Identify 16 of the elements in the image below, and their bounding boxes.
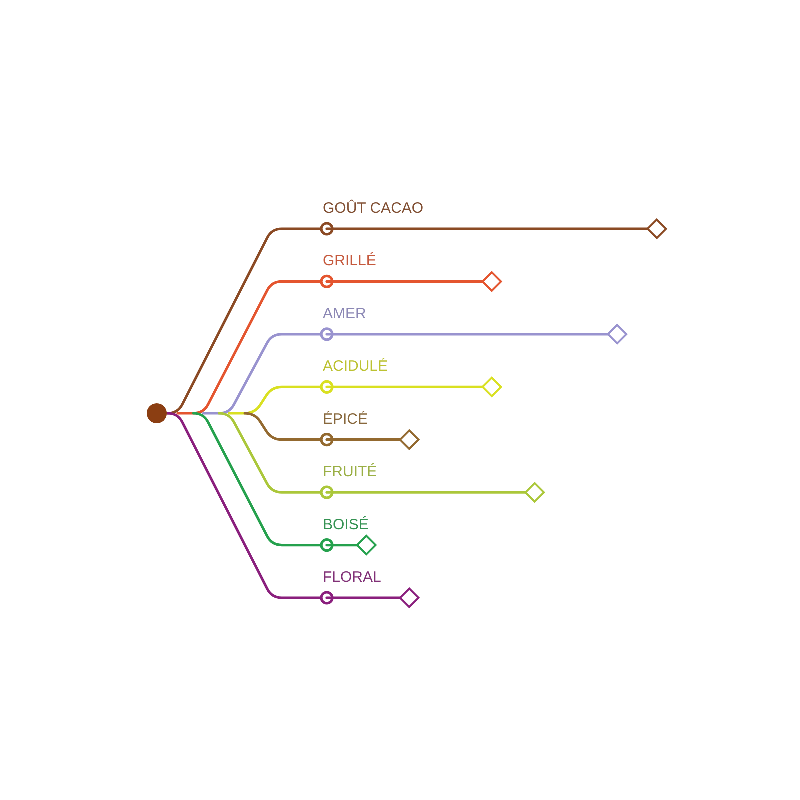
- point: [646, 218, 668, 240]
- y-tick-label: GOÛT CACAO: [323, 199, 424, 217]
- y-tick-label: ÉPICÉ: [323, 410, 368, 428]
- point: [356, 535, 377, 556]
- point: [399, 588, 420, 608]
- y-tick-label: AMER: [323, 305, 367, 322]
- point: [482, 376, 502, 398]
- y-tick-label: BOISÉ: [323, 515, 369, 534]
- y-tick-label: FRUITÉ: [323, 462, 378, 481]
- point: [399, 430, 420, 450]
- y-tick-label: FLORAL: [323, 569, 382, 586]
- point: [482, 271, 502, 292]
- point: [607, 324, 628, 345]
- y-tick-label: GRILLÉ: [323, 252, 376, 270]
- y-tick-label: ACIDULÉ: [323, 357, 388, 376]
- point: [524, 482, 546, 503]
